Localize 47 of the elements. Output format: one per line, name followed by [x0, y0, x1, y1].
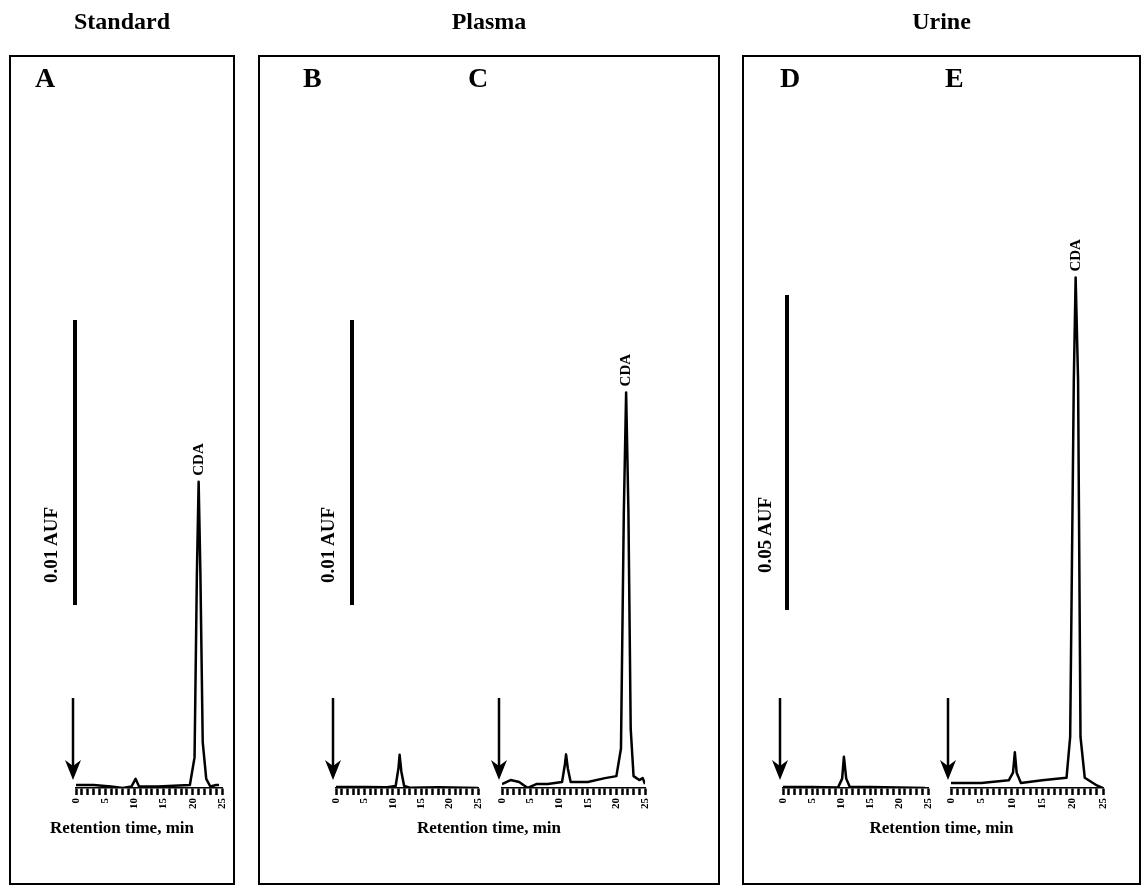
x-tick-label: 5: [98, 797, 111, 804]
chart-title: Urine: [911, 8, 972, 35]
x-tick-label: 20: [891, 797, 904, 809]
x-tick-label: 25: [920, 797, 933, 809]
x-tick-label: 5: [357, 797, 370, 804]
x-tick-label: 25: [1095, 797, 1108, 809]
annotation: CDA: [1066, 238, 1083, 272]
chart-subtitle: E: [945, 62, 964, 94]
x-tick-label: 20: [185, 797, 198, 809]
chart-subtitle: C: [468, 62, 489, 94]
x-tick-label: 20: [609, 797, 622, 809]
chart-subtitle: B: [303, 62, 322, 94]
x-tick-label: 5: [804, 797, 817, 804]
x-tick-label: 0: [494, 797, 507, 804]
chart-subtitle: D: [780, 62, 801, 94]
x-tick-label: 0: [775, 797, 788, 804]
x-axis-title: Retention time, min: [416, 818, 562, 838]
chart-title: Standard: [72, 8, 171, 35]
x-tick-label: 20: [1065, 797, 1078, 809]
chart-subtitle: A: [35, 62, 56, 94]
x-tick-label: 5: [523, 797, 536, 804]
x-tick-label: 10: [1004, 797, 1017, 809]
x-tick-label: 5: [974, 797, 987, 804]
x-tick-label: 25: [470, 797, 483, 809]
annotation: CDA: [617, 353, 633, 387]
x-axis-title: Retention time, min: [49, 818, 195, 838]
x-tick-label: 15: [414, 797, 427, 809]
chart-title: Plasma: [450, 8, 528, 35]
x-tick-label: 15: [580, 797, 593, 809]
x-tick-label: 15: [156, 797, 169, 809]
x-tick-label: 10: [385, 797, 398, 809]
text: 0.01 AUF: [317, 506, 339, 583]
x-tick-label: 0: [943, 797, 956, 804]
x-tick-label: 10: [127, 797, 140, 809]
x-tick-label: 25: [637, 797, 650, 809]
x-axis-title: Retention time, min: [868, 818, 1015, 838]
text: 0.01 AUF: [40, 506, 62, 583]
annotation: CDA: [189, 443, 206, 476]
x-tick-label: 15: [862, 797, 875, 809]
x-tick-label: 20: [442, 797, 455, 809]
x-tick-label: 0: [68, 797, 81, 804]
x-tick-label: 25: [214, 797, 227, 809]
x-tick-label: 10: [552, 797, 565, 809]
x-tick-label: 10: [833, 797, 846, 809]
x-tick-label: 0: [328, 797, 341, 804]
x-tick-label: 15: [1035, 797, 1048, 809]
text: 0.05 AUF: [754, 496, 776, 573]
